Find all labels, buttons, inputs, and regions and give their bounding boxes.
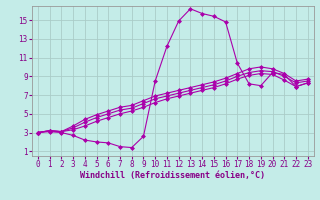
X-axis label: Windchill (Refroidissement éolien,°C): Windchill (Refroidissement éolien,°C) (80, 171, 265, 180)
